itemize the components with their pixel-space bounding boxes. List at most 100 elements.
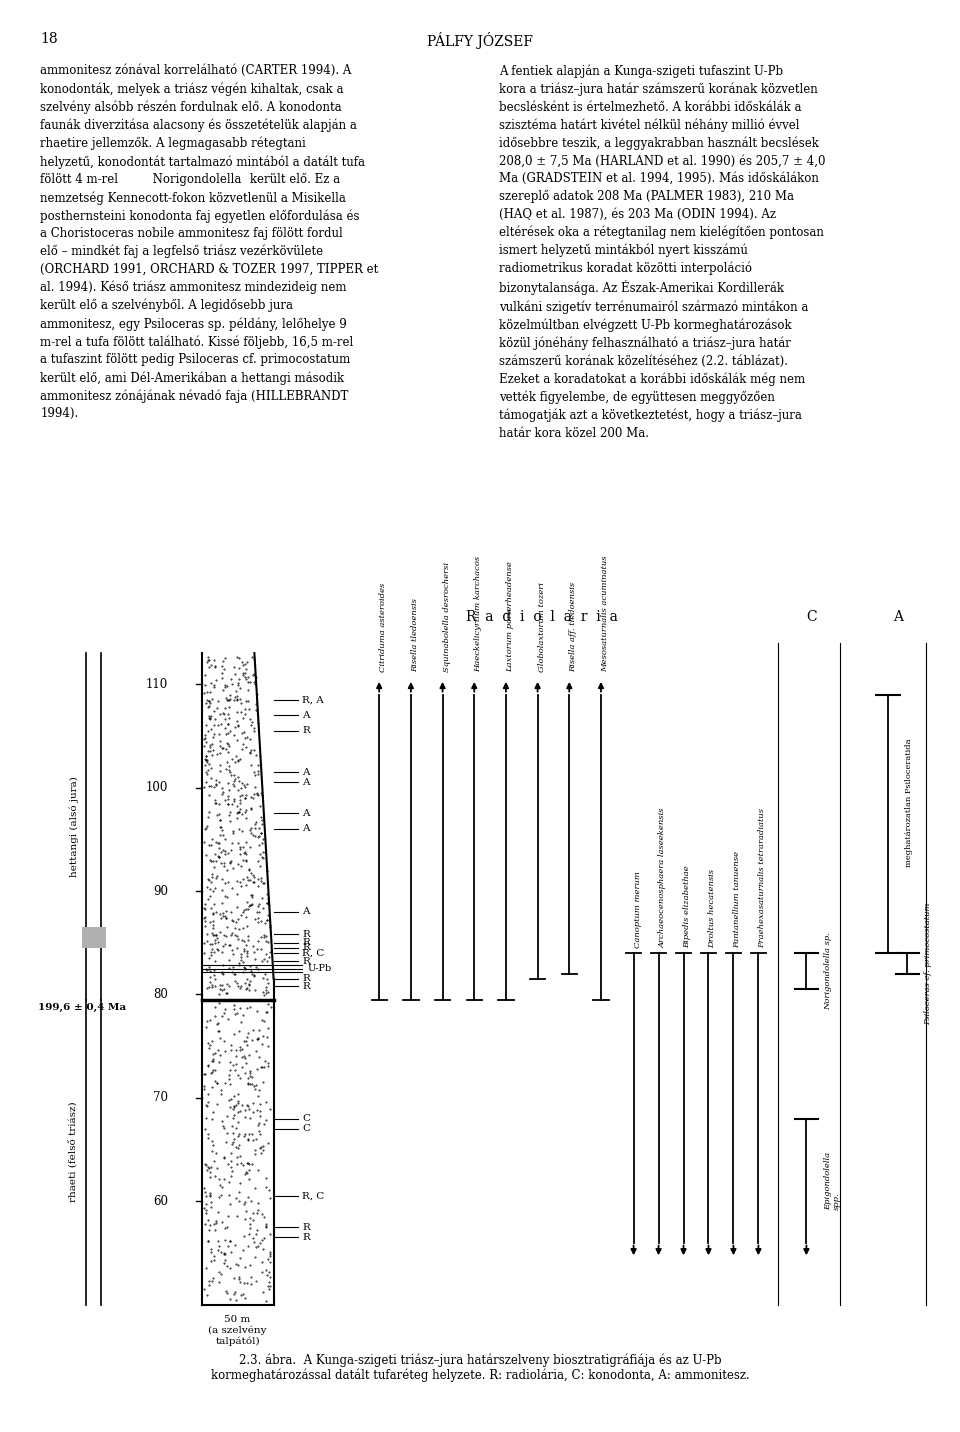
Point bbox=[225, 1160, 240, 1183]
Point bbox=[198, 1063, 213, 1085]
Point bbox=[237, 1163, 252, 1186]
Point bbox=[204, 1242, 219, 1264]
Point bbox=[199, 1191, 214, 1214]
Point bbox=[231, 916, 247, 939]
Point bbox=[245, 892, 260, 915]
Point bbox=[198, 674, 213, 697]
Point bbox=[239, 1025, 254, 1048]
Point bbox=[209, 927, 225, 949]
Point bbox=[241, 1071, 256, 1094]
Point bbox=[232, 871, 248, 894]
Point bbox=[243, 1216, 258, 1239]
Point bbox=[203, 680, 218, 703]
Text: A: A bbox=[302, 768, 310, 776]
Point bbox=[258, 925, 274, 948]
Point bbox=[243, 816, 258, 839]
Point bbox=[236, 1124, 252, 1147]
Point bbox=[262, 1250, 277, 1273]
Point bbox=[260, 888, 276, 911]
Point bbox=[247, 941, 262, 964]
Point bbox=[203, 1181, 218, 1204]
Point bbox=[247, 866, 262, 889]
Point bbox=[200, 1091, 215, 1114]
Point bbox=[223, 1058, 238, 1081]
Point bbox=[202, 695, 217, 717]
Point bbox=[229, 1204, 245, 1227]
Point bbox=[228, 750, 243, 773]
Point bbox=[254, 1203, 270, 1226]
Point bbox=[239, 650, 254, 673]
Point bbox=[217, 1243, 232, 1266]
Point bbox=[228, 1094, 244, 1117]
Text: R: R bbox=[302, 982, 310, 991]
Point bbox=[228, 1058, 243, 1081]
Point bbox=[207, 968, 223, 991]
Point bbox=[222, 851, 237, 874]
Point bbox=[247, 813, 262, 836]
Text: 60: 60 bbox=[153, 1194, 168, 1207]
Point bbox=[240, 670, 255, 693]
Point bbox=[250, 1058, 265, 1081]
Point bbox=[247, 1143, 262, 1166]
Point bbox=[237, 1061, 252, 1084]
Point bbox=[208, 831, 224, 853]
Point bbox=[197, 898, 212, 921]
Text: 110: 110 bbox=[146, 677, 168, 690]
Point bbox=[206, 1244, 222, 1267]
Bar bbox=[82, 928, 106, 948]
Text: A: A bbox=[302, 908, 310, 916]
Point bbox=[203, 707, 218, 730]
Point bbox=[238, 851, 253, 874]
Point bbox=[261, 1017, 276, 1040]
Point bbox=[242, 1207, 257, 1230]
Point bbox=[252, 833, 267, 856]
Point bbox=[220, 1254, 235, 1277]
Point bbox=[207, 974, 223, 997]
Point bbox=[238, 806, 253, 829]
Point bbox=[231, 657, 247, 680]
Point bbox=[232, 1100, 248, 1123]
Point bbox=[247, 1232, 262, 1254]
Point bbox=[221, 871, 236, 894]
Point bbox=[251, 868, 266, 891]
Point bbox=[201, 739, 216, 762]
Point bbox=[251, 763, 266, 786]
Point bbox=[231, 800, 247, 823]
Point bbox=[248, 906, 263, 929]
Point bbox=[223, 720, 238, 743]
Point bbox=[228, 745, 244, 768]
Point bbox=[233, 904, 249, 927]
Text: A: A bbox=[302, 710, 310, 720]
Point bbox=[204, 717, 219, 740]
Point bbox=[243, 822, 258, 845]
Point bbox=[234, 1037, 250, 1060]
Point bbox=[229, 1146, 245, 1169]
Point bbox=[221, 1170, 236, 1193]
Point bbox=[230, 1100, 246, 1123]
Point bbox=[224, 909, 239, 932]
Point bbox=[204, 1156, 219, 1179]
Point bbox=[221, 792, 236, 815]
Point bbox=[231, 769, 247, 792]
Point bbox=[206, 1150, 222, 1173]
Point bbox=[249, 957, 264, 979]
Point bbox=[242, 1254, 257, 1277]
Point bbox=[212, 1167, 228, 1190]
Point bbox=[218, 1071, 233, 1094]
Point bbox=[198, 1213, 213, 1236]
Point bbox=[251, 1084, 266, 1107]
Point bbox=[229, 710, 245, 733]
Point bbox=[218, 899, 233, 922]
Point bbox=[248, 1246, 263, 1269]
Point bbox=[238, 799, 253, 822]
Point bbox=[237, 957, 252, 979]
Point bbox=[201, 1209, 216, 1232]
Point bbox=[237, 929, 252, 952]
Point bbox=[237, 697, 252, 720]
Point bbox=[222, 1050, 237, 1073]
Point bbox=[251, 875, 266, 898]
Point bbox=[221, 1088, 236, 1111]
Point bbox=[258, 978, 274, 1001]
Point bbox=[223, 1256, 238, 1279]
Point bbox=[260, 904, 276, 927]
